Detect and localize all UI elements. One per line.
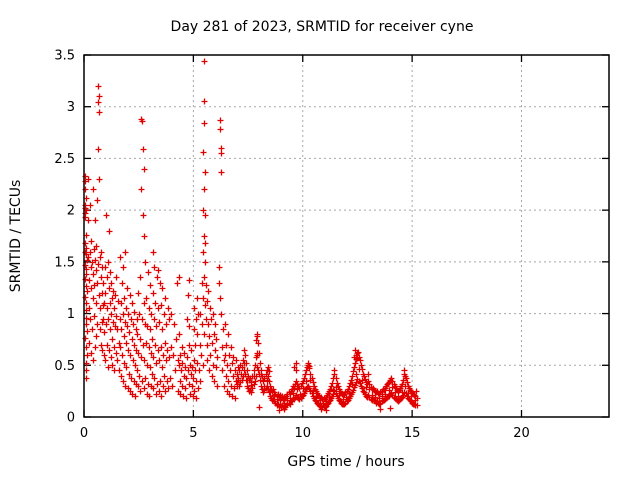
y-axis-label: SRMTID / TECUs — [8, 180, 24, 293]
y-tick-label: 1 — [67, 307, 75, 322]
x-tick-label: 0 — [80, 426, 88, 441]
x-tick-label: 5 — [189, 426, 197, 441]
x-tick-label: 15 — [404, 426, 421, 441]
scatter-points — [82, 58, 421, 414]
y-tick-label: 2 — [67, 204, 75, 219]
x-tick-label: 10 — [294, 426, 311, 441]
y-tick-label: 3 — [67, 100, 75, 115]
data-point-markers — [82, 58, 421, 414]
chart-title: Day 281 of 2023, SRMTID for receiver cyn… — [171, 19, 474, 35]
tick-labels: 0 5 10 15 20 0 0.5 1 1.5 2 2.5 3 3.5 — [54, 49, 529, 442]
y-tick-label: 0.5 — [54, 359, 75, 374]
x-axis-label: GPS time / hours — [287, 454, 404, 470]
y-tick-label: 0 — [67, 411, 75, 426]
y-tick-label: 1.5 — [54, 255, 75, 270]
y-tick-label: 3.5 — [54, 49, 75, 64]
x-tick-label: 20 — [513, 426, 530, 441]
gridlines — [84, 55, 609, 417]
y-tick-label: 2.5 — [54, 152, 75, 167]
plot-border — [83, 54, 610, 418]
